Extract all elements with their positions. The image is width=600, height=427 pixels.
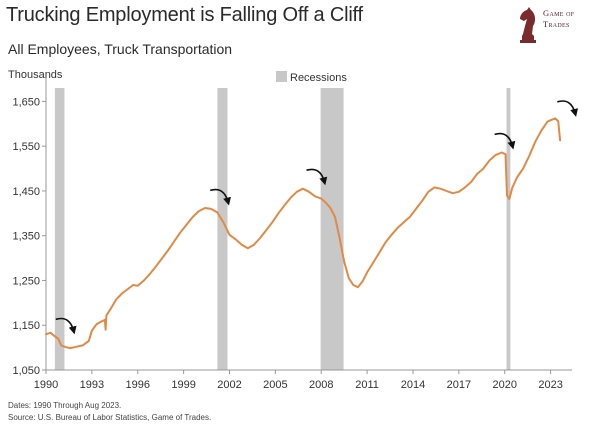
legend-swatch-recessions <box>276 71 287 82</box>
x-tick-label: 1993 <box>80 379 104 391</box>
recession-band <box>217 88 228 370</box>
recession-band <box>320 88 344 370</box>
series-line <box>45 117 562 350</box>
brand-logo: Game of Trades <box>513 2 597 46</box>
annotation-arrow <box>209 188 231 206</box>
x-tick-label: 2023 <box>538 379 562 391</box>
legend-label-recessions: Recessions <box>290 72 347 84</box>
y-tick-label: 1,050 <box>12 365 40 377</box>
chess-knight-icon <box>520 7 536 43</box>
brand-logo-line2: Trades <box>543 19 570 29</box>
y-tick-label: 1,450 <box>12 186 40 198</box>
annotation-arrow <box>494 132 516 150</box>
annotation-arrow <box>306 168 328 186</box>
x-tick-label: 2020 <box>492 379 516 391</box>
x-tick-label: 2008 <box>309 379 333 391</box>
annotation-arrow <box>55 317 77 335</box>
y-tick-label: 1,250 <box>12 275 40 287</box>
x-tick-label: 2014 <box>401 379 425 391</box>
y-tick-label: 1,550 <box>12 141 40 153</box>
annotation-arrow <box>557 100 579 117</box>
x-tick-label: 1996 <box>126 379 150 391</box>
footer-source: Source: U.S. Bureau of Labor Statistics,… <box>8 413 212 422</box>
recession-band <box>506 88 511 370</box>
y-axis-label: Thousands <box>8 69 63 81</box>
chart-title: Trucking Employment is Falling Off a Cli… <box>6 4 363 26</box>
x-tick-label: 2002 <box>217 379 241 391</box>
x-tick-label: 1990 <box>34 379 58 391</box>
y-tick-label: 1,150 <box>12 320 40 332</box>
y-tick-label: 1,650 <box>12 96 40 108</box>
x-tick-label: 2011 <box>355 379 379 391</box>
brand-logo-text: Game of Trades <box>543 8 574 30</box>
recession-band <box>54 88 65 370</box>
y-tick-label: 1,350 <box>12 231 40 243</box>
footer-dates: Dates: 1990 Through Aug 2023. <box>8 401 122 410</box>
chart-subtitle: All Employees, Truck Transportation <box>8 41 233 57</box>
brand-logo-line1: Game of <box>543 8 575 18</box>
x-tick-label: 2005 <box>263 379 287 391</box>
x-tick-label: 1999 <box>171 379 195 391</box>
x-tick-label: 2017 <box>447 379 471 391</box>
